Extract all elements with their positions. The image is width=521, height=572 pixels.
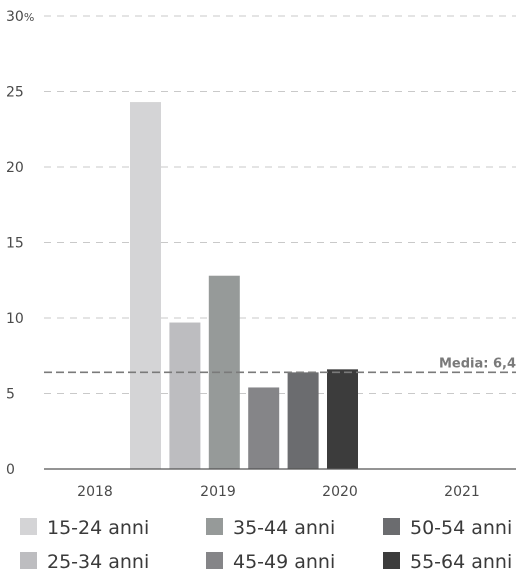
legend-swatch: [383, 518, 400, 535]
y-tick-label: 20: [6, 160, 24, 176]
legend-item: 45-49 anni: [206, 551, 335, 572]
legend-swatch: [20, 552, 37, 569]
x-tick-label: 2021: [444, 484, 480, 500]
legend: 15-24 anni 25-34 anni 35-44 anni 45-49 anni…: [20, 517, 512, 572]
y-axis-ticks: 0 5 10 15 20 25 30%: [6, 9, 34, 478]
x-tick-label: 2020: [322, 484, 358, 500]
legend-item: 25-34 anni: [20, 551, 149, 572]
average-label: Media: 6,4: [439, 356, 516, 371]
x-tick-label: 2018: [77, 484, 113, 500]
y-tick-label: 10: [6, 311, 24, 327]
x-axis-ticks: 2018 2019 2020 2021: [77, 484, 480, 500]
bar-55-64-anni: [327, 369, 358, 469]
y-unit-label: %: [24, 11, 34, 24]
y-tick-label: 0: [6, 462, 15, 478]
legend-item: 15-24 anni: [20, 517, 149, 539]
x-tick-label: 2019: [200, 484, 236, 500]
legend-item: 50-54 anni: [383, 517, 512, 539]
legend-item: 55-64 anni: [383, 551, 512, 572]
bars: [130, 102, 358, 469]
legend-label: 25-34 anni: [47, 551, 149, 572]
legend-swatch: [383, 552, 400, 569]
legend-label: 55-64 anni: [410, 551, 512, 572]
legend-swatch: [20, 518, 37, 535]
y-tick-label: 5: [6, 387, 15, 403]
legend-swatch: [206, 552, 223, 569]
legend-label: 15-24 anni: [47, 517, 149, 539]
legend-label: 35-44 anni: [233, 517, 335, 539]
bar-15-24-anni: [130, 102, 161, 469]
bar-45-49-anni: [248, 387, 280, 469]
y-tick-label: 25: [6, 85, 24, 101]
legend-swatch: [206, 518, 223, 535]
bar-25-34-anni: [169, 322, 201, 469]
legend-label: 50-54 anni: [410, 517, 512, 539]
bar-50-54-anni: [287, 372, 319, 469]
gridlines: [44, 15, 516, 394]
reference-line-group: Media: 6,4: [44, 356, 516, 374]
y-tick-label: 30%: [6, 9, 34, 25]
legend-label: 45-49 anni: [233, 551, 335, 572]
legend-item: 35-44 anni: [206, 517, 335, 539]
y-tick-label: 15: [6, 236, 24, 252]
